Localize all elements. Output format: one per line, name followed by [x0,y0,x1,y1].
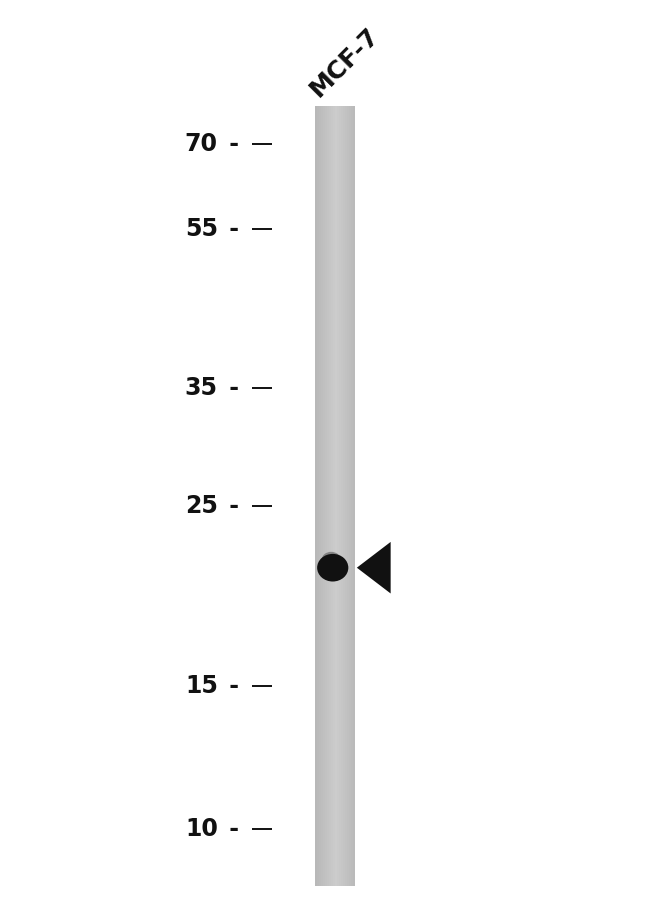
Text: 35: 35 [185,376,218,400]
Text: -: - [221,817,239,841]
Bar [318,106,320,886]
Ellipse shape [322,552,341,567]
Text: 55: 55 [185,216,218,241]
Bar [333,106,335,886]
Bar [335,106,337,886]
Text: -: - [221,132,239,156]
Text: -: - [221,674,239,698]
Bar [329,106,331,886]
Bar [339,106,341,886]
Bar [337,106,339,886]
Bar [347,106,349,886]
Polygon shape [357,542,391,593]
Bar [344,106,347,886]
Text: 15: 15 [185,674,218,698]
Bar [315,106,317,886]
Text: -: - [221,376,239,400]
Bar [322,106,325,886]
Bar [351,106,353,886]
Ellipse shape [317,554,348,581]
Bar [317,106,318,886]
Bar [320,106,322,886]
Text: -: - [221,495,239,519]
Bar [353,106,355,886]
Text: 25: 25 [185,495,218,519]
Bar [341,106,343,886]
Bar [331,106,333,886]
Bar [325,106,327,886]
Text: 70: 70 [185,132,218,156]
Bar [349,106,351,886]
Bar [343,106,344,886]
Text: -: - [221,216,239,241]
Bar [315,106,355,886]
Text: 10: 10 [185,817,218,841]
Text: MCF-7: MCF-7 [306,23,384,101]
Bar [327,106,329,886]
